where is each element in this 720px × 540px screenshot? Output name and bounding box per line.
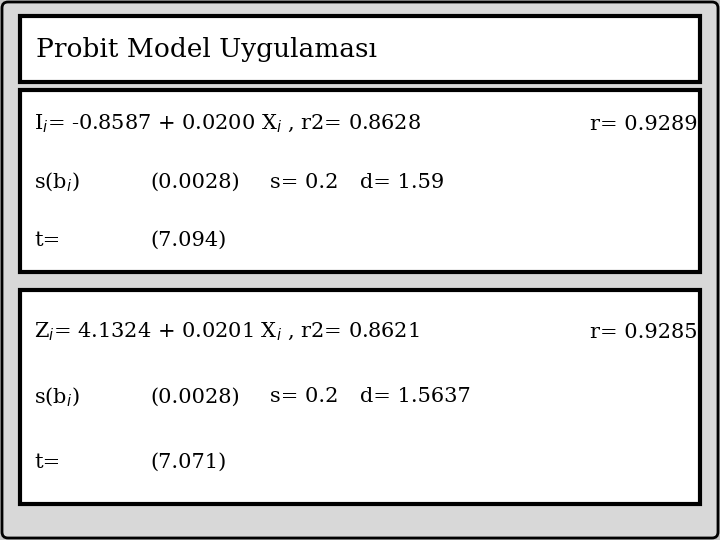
Text: (0.0028): (0.0028) [150, 172, 240, 192]
Text: t=: t= [34, 453, 60, 471]
Text: t=: t= [34, 231, 60, 249]
Text: s(b$_{i}$): s(b$_{i}$) [34, 386, 80, 409]
Text: r= 0.9285: r= 0.9285 [590, 322, 698, 341]
Text: s(b$_{i}$): s(b$_{i}$) [34, 171, 80, 194]
FancyBboxPatch shape [20, 90, 700, 272]
Text: r= 0.9289: r= 0.9289 [590, 114, 698, 133]
Text: (0.0028): (0.0028) [150, 388, 240, 407]
FancyBboxPatch shape [20, 16, 700, 82]
Text: s= 0.2: s= 0.2 [270, 388, 338, 407]
Text: Z$_{i}$= 4.1324 + 0.0201 X$_{i}$ , r2= 0.8621: Z$_{i}$= 4.1324 + 0.0201 X$_{i}$ , r2= 0… [34, 321, 419, 343]
FancyBboxPatch shape [20, 290, 700, 504]
Text: (7.094): (7.094) [150, 231, 226, 249]
Text: (7.071): (7.071) [150, 453, 226, 471]
Text: d= 1.59: d= 1.59 [360, 172, 444, 192]
Text: s= 0.2: s= 0.2 [270, 172, 338, 192]
Text: d= 1.5637: d= 1.5637 [360, 388, 471, 407]
Text: I$_{i}$= -0.8587 + 0.0200 X$_{i}$ , r2= 0.8628: I$_{i}$= -0.8587 + 0.0200 X$_{i}$ , r2= … [34, 113, 421, 135]
Text: Probit Model Uygulaması: Probit Model Uygulaması [36, 37, 377, 62]
